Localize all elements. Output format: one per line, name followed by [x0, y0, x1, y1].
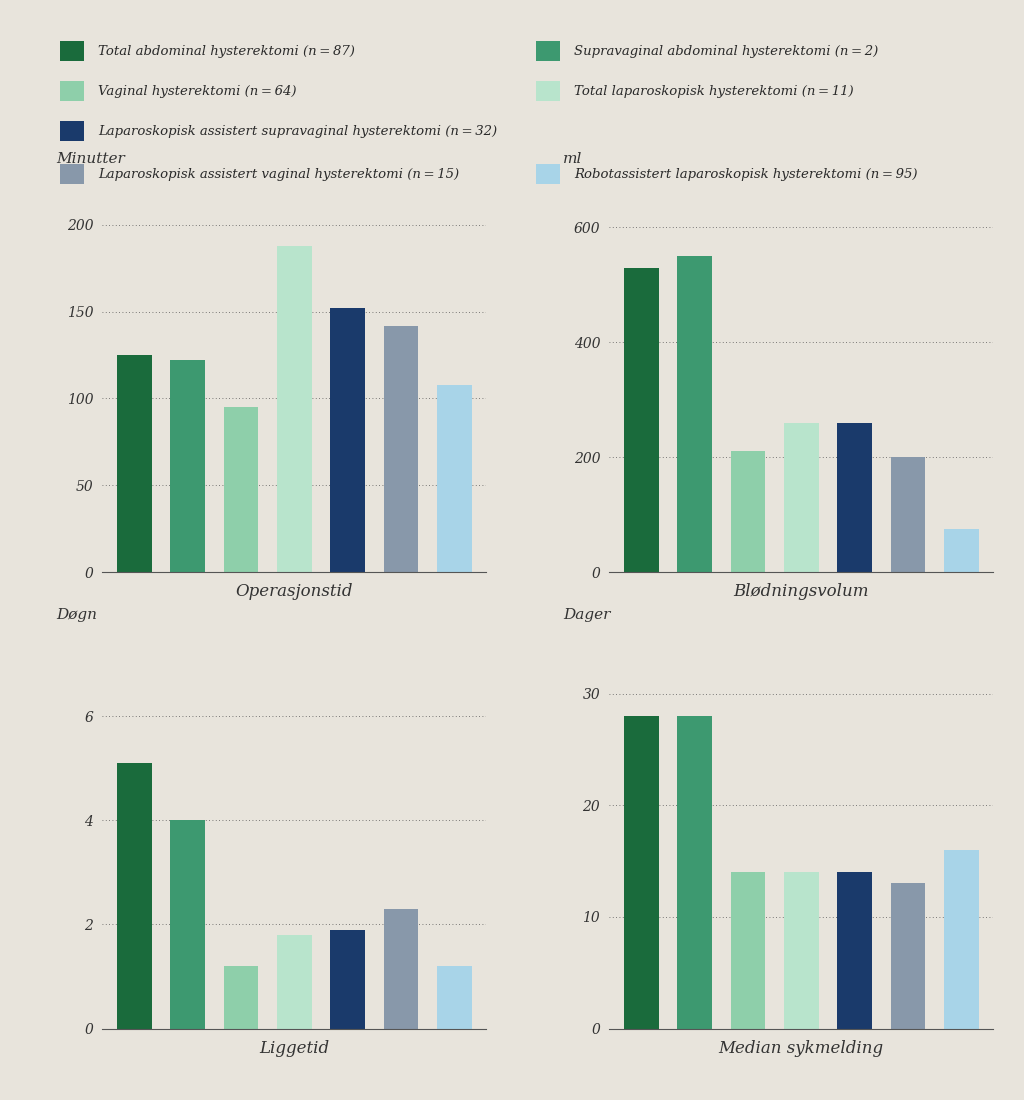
Text: Dager: Dager — [563, 608, 610, 623]
Text: Total laparoskopisk hysterektomi (n = 11): Total laparoskopisk hysterektomi (n = 11… — [574, 85, 854, 98]
Bar — [223, 966, 258, 1028]
Text: Laparoskopisk assistert vaginal hysterektomi (n = 15): Laparoskopisk assistert vaginal hysterek… — [98, 167, 459, 180]
Bar — [117, 355, 152, 572]
Bar — [730, 872, 765, 1028]
Bar — [891, 458, 926, 572]
FancyBboxPatch shape — [60, 42, 84, 62]
Bar — [331, 930, 366, 1028]
Text: ml: ml — [563, 152, 583, 166]
Bar — [278, 935, 311, 1028]
Bar — [624, 267, 658, 572]
Bar — [437, 385, 472, 572]
FancyBboxPatch shape — [537, 164, 560, 184]
Bar — [170, 361, 205, 572]
FancyBboxPatch shape — [537, 42, 560, 62]
Bar — [384, 326, 419, 572]
Bar — [624, 716, 658, 1028]
Bar — [677, 256, 712, 572]
Text: Vaginal hysterektomi (n = 64): Vaginal hysterektomi (n = 64) — [98, 85, 297, 98]
Bar — [944, 529, 979, 572]
Bar — [891, 883, 926, 1028]
Text: Total abdominal hysterektomi (n = 87): Total abdominal hysterektomi (n = 87) — [98, 45, 355, 58]
Bar — [170, 821, 205, 1028]
Bar — [223, 407, 258, 572]
Text: Robotassistert laparoskopisk hysterektomi (n = 95): Robotassistert laparoskopisk hysterektom… — [574, 167, 918, 180]
Bar — [677, 716, 712, 1028]
X-axis label: Median sykmelding: Median sykmelding — [719, 1040, 884, 1057]
Bar — [944, 850, 979, 1028]
X-axis label: Operasjonstid: Operasjonstid — [236, 583, 353, 601]
Text: Laparoskopisk assistert supravaginal hysterektomi (n = 32): Laparoskopisk assistert supravaginal hys… — [98, 124, 498, 138]
X-axis label: Blødningsvolum: Blødningsvolum — [733, 583, 869, 601]
Bar — [784, 422, 818, 572]
Bar — [117, 763, 152, 1028]
Text: Døgn: Døgn — [56, 608, 97, 623]
Text: Minutter: Minutter — [56, 152, 125, 166]
Bar — [730, 451, 765, 572]
Text: Supravaginal abdominal hysterektomi (n = 2): Supravaginal abdominal hysterektomi (n =… — [574, 45, 879, 58]
Bar — [838, 422, 872, 572]
FancyBboxPatch shape — [60, 164, 84, 184]
Bar — [838, 872, 872, 1028]
X-axis label: Liggetid: Liggetid — [259, 1040, 330, 1057]
Bar — [784, 872, 818, 1028]
Bar — [384, 909, 419, 1028]
FancyBboxPatch shape — [60, 121, 84, 141]
Bar — [331, 308, 366, 572]
FancyBboxPatch shape — [537, 81, 560, 101]
FancyBboxPatch shape — [60, 81, 84, 101]
Bar — [437, 966, 472, 1028]
Bar — [278, 245, 311, 572]
